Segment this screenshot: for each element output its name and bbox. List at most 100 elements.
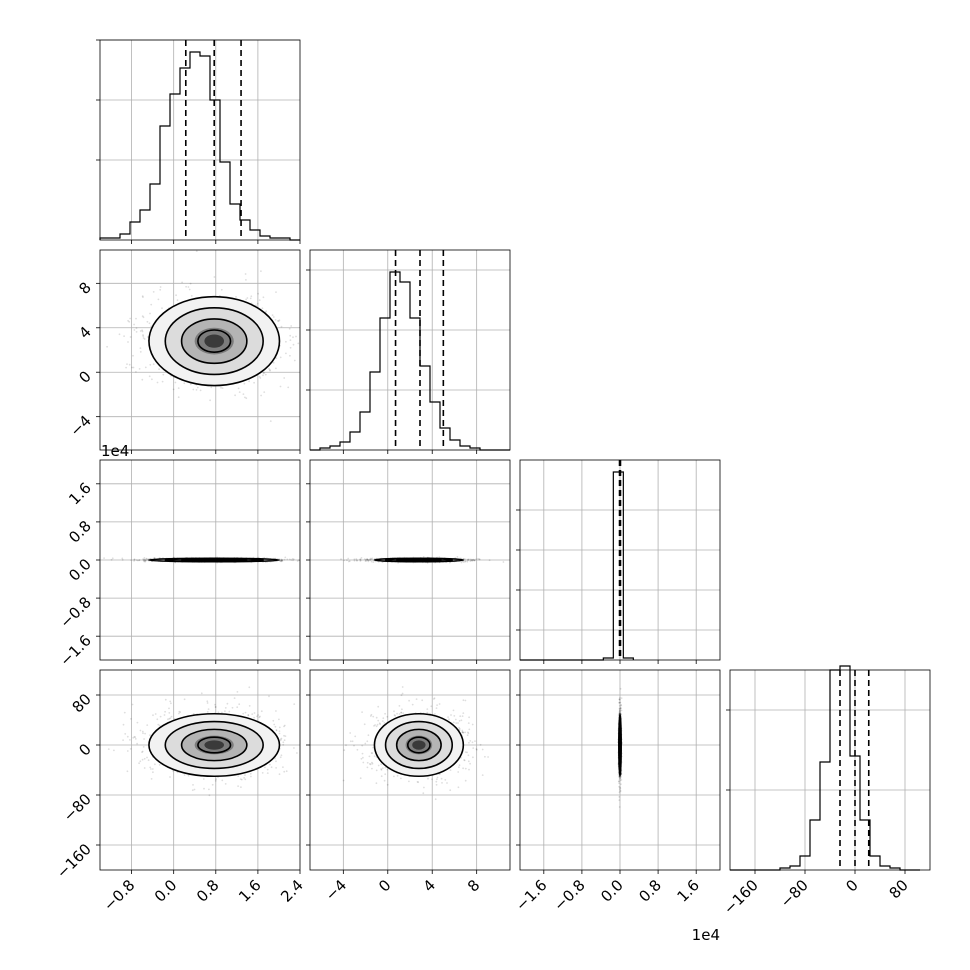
sample-point (470, 558, 473, 561)
sample-point (360, 557, 363, 559)
sample-point (118, 333, 121, 336)
sample-point (189, 383, 192, 386)
x-tick-label: −160 (720, 876, 762, 918)
sample-point (347, 560, 350, 563)
sample-point (301, 559, 303, 561)
sample-point (470, 559, 472, 562)
sample-point (435, 783, 438, 786)
sample-point (462, 712, 465, 714)
sample-point (381, 767, 384, 770)
sample-point (139, 347, 142, 349)
sample-point (132, 354, 134, 357)
sample-point (279, 385, 282, 388)
sample-point (126, 363, 128, 365)
sample-point (143, 757, 146, 760)
sample-point (152, 771, 154, 774)
sample-point (141, 329, 144, 332)
sample-point (234, 394, 237, 397)
sample-point (355, 558, 358, 560)
sample-point (346, 559, 348, 562)
sample-point (196, 386, 199, 389)
sample-point (285, 352, 287, 355)
sample-point (179, 711, 182, 714)
sample-point (366, 761, 369, 764)
sample-point (377, 705, 380, 708)
sample-point (316, 337, 318, 339)
sample-point (206, 711, 209, 713)
sample-point (154, 763, 156, 766)
sample-point (164, 710, 167, 713)
sample-point (135, 317, 137, 320)
sample-point (468, 768, 470, 771)
sample-point (150, 303, 153, 306)
histogram-panel-p3: −160 −80 0 80 (720, 665, 931, 918)
sample-point (277, 320, 279, 322)
sample-point (359, 560, 362, 562)
sample-point (132, 366, 135, 369)
sample-point (170, 715, 173, 718)
sample-point (245, 279, 247, 281)
sample-point (159, 286, 162, 288)
sample-point (245, 298, 248, 301)
sample-point (157, 723, 160, 726)
sample-point (292, 558, 295, 561)
sample-point (462, 699, 465, 702)
sample-point (158, 368, 161, 370)
sample-point (224, 710, 226, 713)
density-contour (373, 557, 465, 563)
sample-point (340, 558, 342, 561)
sample-point (195, 389, 198, 391)
sample-point (210, 386, 213, 389)
sample-point (262, 296, 265, 299)
sample-point (221, 711, 223, 714)
sample-point (462, 731, 465, 734)
sample-point (191, 789, 194, 792)
sample-point (172, 388, 175, 391)
sample-point (281, 559, 284, 561)
sample-point (141, 378, 144, 381)
sample-point (473, 559, 476, 562)
sample-point (467, 760, 470, 763)
grid-lines (310, 250, 510, 450)
sample-point (145, 559, 147, 562)
sample-point (275, 710, 277, 712)
y-tick-label: −4 (66, 412, 94, 440)
sample-point (235, 296, 237, 298)
sample-point (237, 785, 240, 787)
sample-point (370, 752, 373, 754)
sample-point (274, 319, 277, 321)
sample-point (159, 715, 162, 718)
sample-point (283, 724, 286, 727)
sample-point (372, 561, 375, 563)
sample-point (280, 325, 283, 328)
sample-point (278, 773, 281, 776)
sample-point (152, 714, 154, 717)
sample-point (372, 715, 375, 718)
sample-point (423, 786, 425, 789)
sample-point (266, 768, 269, 771)
sample-point (152, 363, 155, 366)
sample-point (135, 371, 137, 373)
sample-point (244, 774, 246, 776)
sample-point (367, 559, 370, 562)
sample-point (367, 559, 369, 561)
sample-point (471, 741, 474, 744)
grid-lines (100, 670, 300, 870)
sample-point (247, 714, 250, 717)
sample-point (370, 713, 373, 716)
sample-point (278, 730, 281, 732)
sample-point (455, 722, 458, 724)
sample-point (75, 351, 77, 353)
sample-point (193, 788, 196, 791)
sample-point (250, 775, 252, 778)
sample-point (398, 705, 401, 707)
sample-point (278, 732, 281, 735)
sample-point (138, 559, 141, 561)
histogram-step (99, 51, 300, 241)
sample-point (347, 557, 350, 560)
sample-point (174, 381, 177, 384)
x-tick-label: −0.8 (100, 876, 138, 914)
sample-point (258, 299, 261, 301)
sample-point (260, 270, 262, 272)
sample-point (149, 734, 151, 736)
